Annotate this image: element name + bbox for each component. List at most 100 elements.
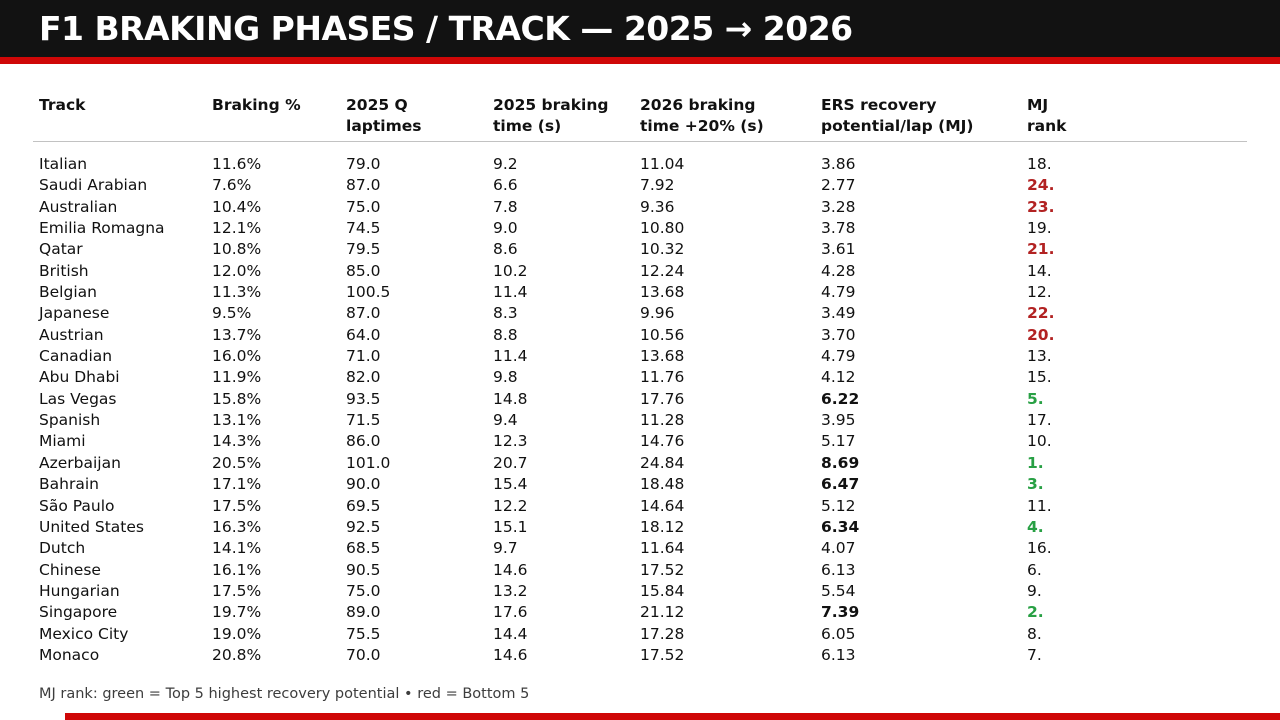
cell-ers-recovery: 5.17 xyxy=(821,432,856,451)
cell-2025-q-laptime: 100.5 xyxy=(346,283,391,302)
cell-track: Saudi Arabian xyxy=(39,176,148,195)
cell-braking-pct: 20.5% xyxy=(212,453,262,472)
table-row: Dutch 14.1% 68.5 9.7 11.64 4.07 16. xyxy=(33,538,1247,559)
cell-braking-pct: 13.7% xyxy=(212,325,262,344)
cell-ers-recovery: 3.28 xyxy=(821,197,856,216)
cell-2025-braking-time: 9.8 xyxy=(493,368,518,387)
cell-mj-rank: 4. xyxy=(1027,517,1044,536)
cell-braking-pct: 16.0% xyxy=(212,347,262,366)
cell-mj-rank: 14. xyxy=(1027,261,1052,280)
cell-2025-braking-time: 7.8 xyxy=(493,197,518,216)
cell-track: Emilia Romagna xyxy=(39,219,165,238)
cell-2025-q-laptime: 79.0 xyxy=(346,155,381,173)
cell-2025-q-laptime: 79.5 xyxy=(346,240,381,259)
cell-2026-braking-time: 11.64 xyxy=(640,539,685,558)
table-row: Monaco 20.8% 70.0 14.6 17.52 6.13 7. xyxy=(33,645,1247,666)
cell-2025-q-laptime: 68.5 xyxy=(346,539,381,558)
cell-braking-pct: 10.8% xyxy=(212,240,262,259)
cell-2025-q-laptime: 101.0 xyxy=(346,453,391,472)
cell-ers-recovery: 4.07 xyxy=(821,539,856,558)
cell-2025-braking-time: 8.3 xyxy=(493,304,518,323)
cell-mj-rank: 2. xyxy=(1027,603,1044,622)
cell-mj-rank: 8. xyxy=(1027,624,1042,643)
cell-2025-q-laptime: 70.0 xyxy=(346,645,381,664)
cell-2026-braking-time: 10.56 xyxy=(640,325,685,344)
cell-mj-rank: 24. xyxy=(1027,176,1055,195)
cell-2025-q-laptime: 69.5 xyxy=(346,496,381,515)
cell-track: Italian xyxy=(39,155,88,173)
table-row: São Paulo 17.5% 69.5 12.2 14.64 5.12 11. xyxy=(33,496,1247,517)
cell-2025-braking-time: 17.6 xyxy=(493,603,528,622)
cell-2026-braking-time: 11.04 xyxy=(640,155,685,173)
cell-mj-rank: 18. xyxy=(1027,155,1052,173)
cell-track: Azerbaijan xyxy=(39,453,121,472)
cell-2026-braking-time: 17.52 xyxy=(640,645,685,664)
cell-2025-braking-time: 9.7 xyxy=(493,539,518,558)
cell-2025-q-laptime: 71.0 xyxy=(346,347,381,366)
cell-ers-recovery: 4.79 xyxy=(821,283,856,302)
table-row: Mexico City 19.0% 75.5 14.4 17.28 6.05 8… xyxy=(33,624,1247,645)
cell-mj-rank: 13. xyxy=(1027,347,1052,366)
cell-2026-braking-time: 18.48 xyxy=(640,475,685,494)
cell-ers-recovery: 4.79 xyxy=(821,347,856,366)
cell-track: Chinese xyxy=(39,560,101,579)
cell-2025-q-laptime: 71.5 xyxy=(346,411,381,430)
cell-braking-pct: 16.3% xyxy=(212,517,262,536)
legend-note: MJ rank: green = Top 5 highest recovery … xyxy=(39,686,530,702)
table-row: Miami 14.3% 86.0 12.3 14.76 5.17 10. xyxy=(33,431,1247,452)
cell-2026-braking-time: 17.28 xyxy=(640,624,685,643)
table-row: Las Vegas 15.8% 93.5 14.8 17.76 6.22 5. xyxy=(33,389,1247,410)
cell-2025-q-laptime: 74.5 xyxy=(346,219,381,238)
cell-2025-q-laptime: 85.0 xyxy=(346,261,381,280)
cell-2025-braking-time: 15.1 xyxy=(493,517,528,536)
cell-ers-recovery: 5.54 xyxy=(821,581,856,600)
cell-2025-q-laptime: 86.0 xyxy=(346,432,381,451)
cell-2025-braking-time: 9.4 xyxy=(493,411,518,430)
stats-table: Track Braking % 2025 Q laptimes 2025 bra… xyxy=(33,95,1247,666)
cell-braking-pct: 11.6% xyxy=(212,155,262,173)
cell-track: Singapore xyxy=(39,603,118,622)
cell-braking-pct: 14.3% xyxy=(212,432,262,451)
table-row: Bahrain 17.1% 90.0 15.4 18.48 6.47 3. xyxy=(33,474,1247,495)
cell-track: Las Vegas xyxy=(39,389,117,408)
table-row: Belgian 11.3% 100.5 11.4 13.68 4.79 12. xyxy=(33,282,1247,303)
col-header-track: Track xyxy=(39,96,86,114)
cell-braking-pct: 12.1% xyxy=(212,219,262,238)
cell-ers-recovery: 6.13 xyxy=(821,560,856,579)
cell-mj-rank: 20. xyxy=(1027,325,1055,344)
cell-track: Austrian xyxy=(39,325,104,344)
cell-track: Hungarian xyxy=(39,581,120,600)
cell-mj-rank: 19. xyxy=(1027,219,1052,238)
cell-track: Abu Dhabi xyxy=(39,368,120,387)
cell-braking-pct: 19.0% xyxy=(212,624,262,643)
cell-track: Mexico City xyxy=(39,624,129,643)
table-row: Spanish 13.1% 71.5 9.4 11.28 3.95 17. xyxy=(33,410,1247,431)
cell-2026-braking-time: 14.76 xyxy=(640,432,685,451)
cell-2025-q-laptime: 93.5 xyxy=(346,389,381,408)
cell-mj-rank: 10. xyxy=(1027,432,1052,451)
cell-2025-braking-time: 14.8 xyxy=(493,389,528,408)
cell-2026-braking-time: 11.76 xyxy=(640,368,685,387)
cell-ers-recovery: 3.78 xyxy=(821,219,856,238)
table-row: British 12.0% 85.0 10.2 12.24 4.28 14. xyxy=(33,261,1247,282)
cell-braking-pct: 15.8% xyxy=(212,389,262,408)
cell-mj-rank: 21. xyxy=(1027,240,1055,259)
cell-track: Japanese xyxy=(39,304,110,323)
cell-track: Monaco xyxy=(39,645,100,664)
col-header-mj-rank: MJ rank xyxy=(1027,96,1067,135)
cell-track: Miami xyxy=(39,432,86,451)
table-row: Singapore 19.7% 89.0 17.6 21.12 7.39 2. xyxy=(33,602,1247,623)
cell-track: Spanish xyxy=(39,411,101,430)
cell-2025-braking-time: 14.6 xyxy=(493,560,528,579)
cell-2025-q-laptime: 89.0 xyxy=(346,603,381,622)
cell-2025-braking-time: 10.2 xyxy=(493,261,528,280)
cell-track: Canadian xyxy=(39,347,113,366)
cell-2025-q-laptime: 82.0 xyxy=(346,368,381,387)
cell-2025-braking-time: 8.8 xyxy=(493,325,518,344)
accent-stripe-bottom xyxy=(65,713,1280,720)
cell-2025-q-laptime: 92.5 xyxy=(346,517,381,536)
cell-2025-braking-time: 11.4 xyxy=(493,347,528,366)
cell-mj-rank: 22. xyxy=(1027,304,1055,323)
table-row: Azerbaijan 20.5% 101.0 20.7 24.84 8.69 1… xyxy=(33,453,1247,474)
cell-braking-pct: 17.1% xyxy=(212,475,262,494)
